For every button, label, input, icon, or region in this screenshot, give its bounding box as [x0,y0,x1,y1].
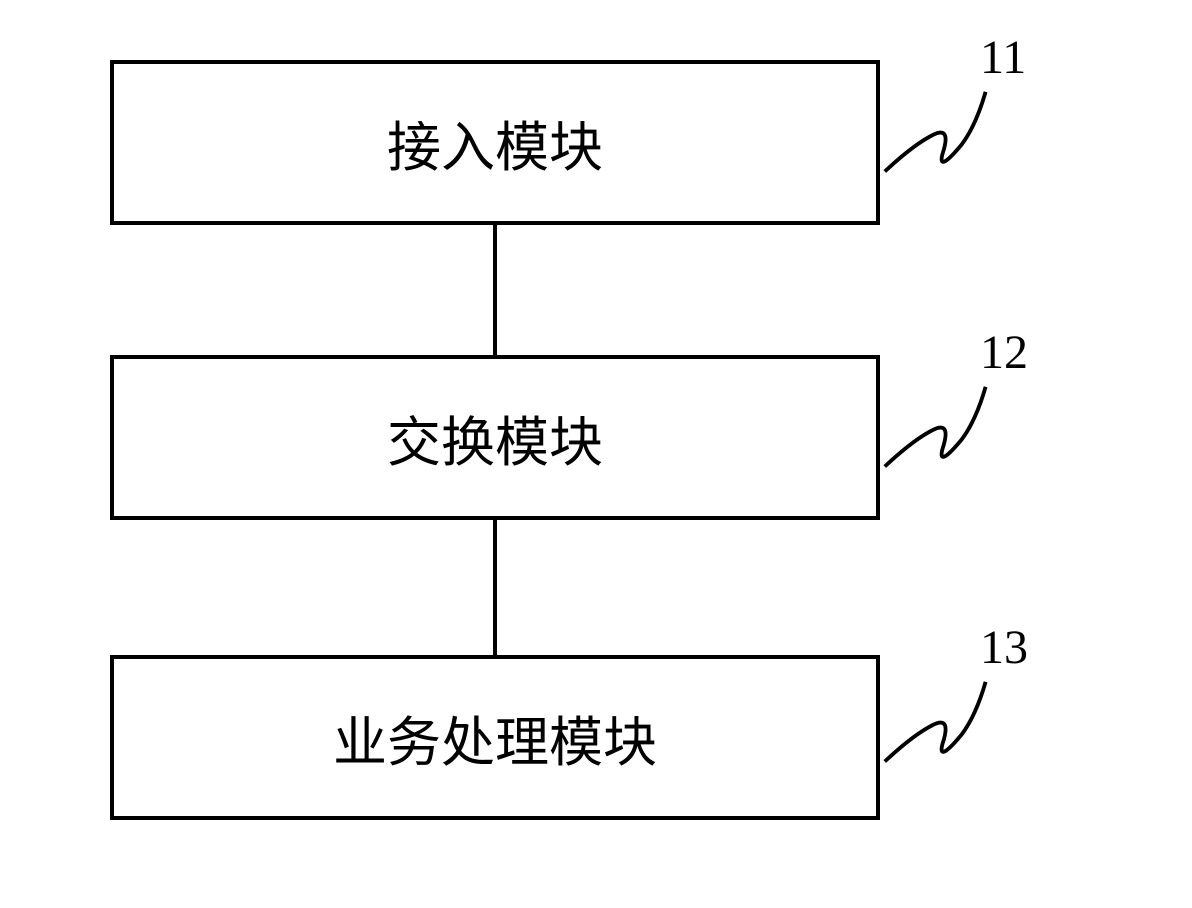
block-2-text: 交换模块 [387,398,603,477]
block-1: 接入模块 [110,60,880,225]
squiggle-1 [880,85,1000,185]
label-13: 13 [980,620,1028,675]
block-2: 交换模块 [110,355,880,520]
flowchart-diagram: 接入模块 交换模块 业务处理模块 11 12 13 [110,60,1070,860]
block-1-text: 接入模块 [387,103,603,182]
connector-1-2 [493,225,497,355]
squiggle-2 [880,380,1000,480]
label-12: 12 [980,325,1028,380]
connector-2-3 [493,520,497,655]
block-3-text: 业务处理模块 [333,698,657,777]
squiggle-3 [880,675,1000,775]
label-11: 11 [980,30,1026,85]
block-3: 业务处理模块 [110,655,880,820]
